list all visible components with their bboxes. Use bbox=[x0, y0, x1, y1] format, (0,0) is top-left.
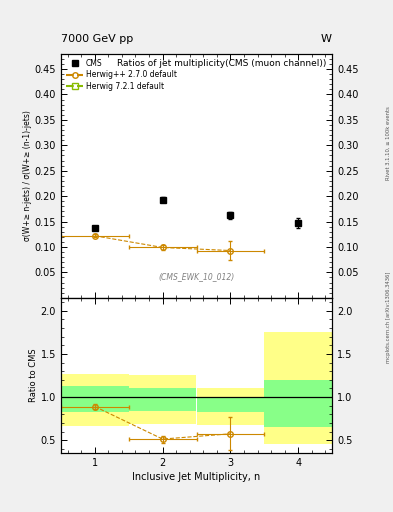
Text: Ratios of jet multiplicity(CMS (muon channel)): Ratios of jet multiplicity(CMS (muon cha… bbox=[117, 59, 327, 68]
Y-axis label: Ratio to CMS: Ratio to CMS bbox=[29, 349, 38, 402]
Bar bbox=[196, 397, 264, 412]
Bar bbox=[196, 389, 264, 424]
Bar bbox=[129, 389, 196, 411]
Bar bbox=[61, 374, 129, 425]
Text: Rivet 3.1.10, ≥ 100k events: Rivet 3.1.10, ≥ 100k events bbox=[386, 106, 391, 180]
Bar bbox=[264, 332, 332, 444]
Text: (CMS_EWK_10_012): (CMS_EWK_10_012) bbox=[158, 272, 235, 281]
X-axis label: Inclusive Jet Multiplicity, n: Inclusive Jet Multiplicity, n bbox=[132, 472, 261, 482]
Text: 7000 GeV pp: 7000 GeV pp bbox=[61, 33, 133, 44]
Text: W: W bbox=[321, 33, 332, 44]
Legend: CMS, Herwig++ 2.7.0 default, Herwig 7.2.1 default: CMS, Herwig++ 2.7.0 default, Herwig 7.2.… bbox=[63, 56, 180, 94]
Y-axis label: σ(W+≥ n-jets) / σ(W+≥ (n-1)-jets): σ(W+≥ n-jets) / σ(W+≥ (n-1)-jets) bbox=[23, 111, 32, 241]
Bar bbox=[264, 380, 332, 427]
Bar bbox=[61, 386, 129, 412]
Text: mcplots.cern.ch [arXiv:1306.3436]: mcplots.cern.ch [arXiv:1306.3436] bbox=[386, 272, 391, 363]
Bar bbox=[129, 375, 196, 424]
